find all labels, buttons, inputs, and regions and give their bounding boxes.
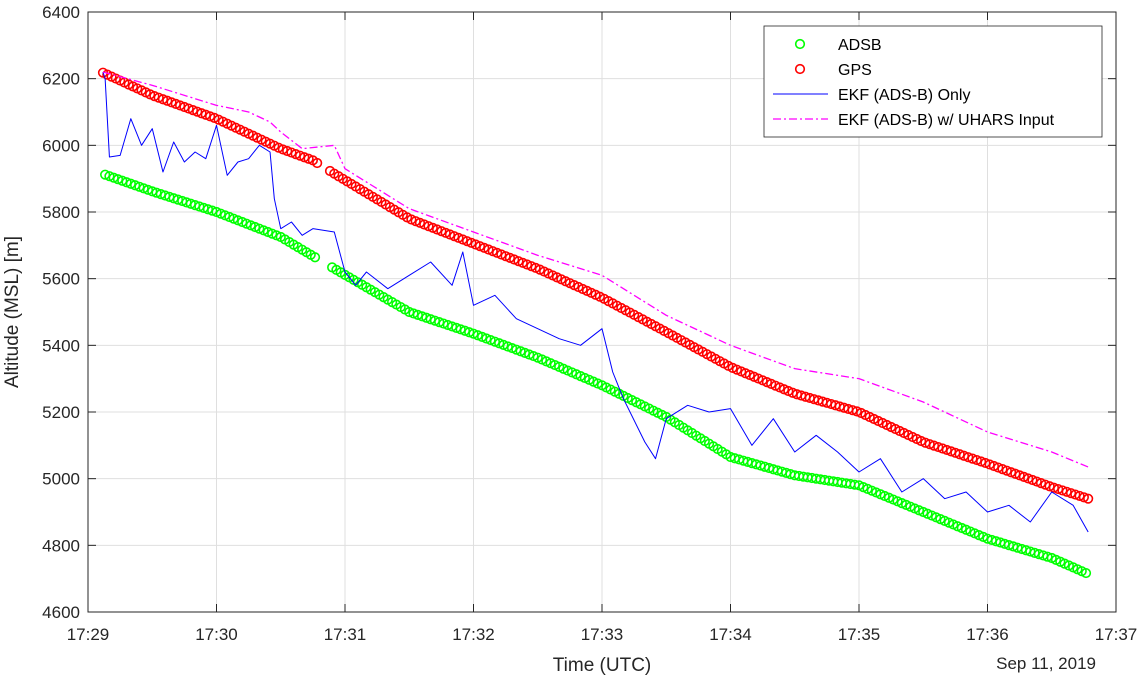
grid — [88, 12, 1116, 612]
data-point — [434, 317, 445, 328]
data-point — [429, 315, 441, 326]
data-point — [971, 454, 982, 466]
x-tick-label: 17:31 — [324, 625, 367, 644]
data-point — [451, 322, 462, 333]
y-tick-label: 6200 — [42, 70, 80, 89]
series-ekf-ads-b-only — [102, 71, 1089, 533]
y-tick-label: 6400 — [42, 3, 80, 22]
data-point — [941, 444, 952, 456]
legend-marker — [794, 38, 806, 50]
legend-entry-gps: GPS — [794, 62, 872, 79]
data-point — [1078, 492, 1089, 503]
data-point — [309, 252, 321, 263]
y-tick-label: 5600 — [42, 270, 80, 289]
legend-label: ADSB — [838, 37, 882, 54]
legend-label: GPS — [838, 62, 872, 79]
data-point — [967, 453, 978, 464]
data-point — [446, 321, 458, 332]
series-line — [102, 71, 1089, 533]
y-tick-label: 5000 — [42, 470, 80, 489]
data-point — [125, 178, 136, 189]
data-point — [928, 440, 940, 451]
series-layer — [97, 67, 1094, 579]
x-tick-label: 17:30 — [195, 625, 238, 644]
y-tick-label: 4800 — [42, 536, 80, 555]
data-point — [924, 439, 935, 450]
series-gps — [97, 67, 1094, 504]
x-tick-label: 17:33 — [581, 625, 624, 644]
legend-entry-ekf-ads-b-only: EKF (ADS-B) Only — [773, 87, 970, 104]
y-axis-label: Altitude (MSL) [m] — [2, 236, 23, 388]
data-point — [134, 181, 145, 192]
legend-label: EKF (ADS-B) w/ UHARS Input — [838, 112, 1055, 129]
date-label: Sep 11, 2019 — [996, 654, 1096, 673]
data-point — [138, 183, 149, 194]
data-point — [937, 443, 948, 454]
legend-entry-adsb: ADSB — [794, 37, 882, 54]
x-tick-label: 17:35 — [838, 625, 881, 644]
data-point — [945, 446, 957, 457]
tick-labels: 17:29 17:30 17:31 17:32 17:33 17:34 17:35 17:36… — [42, 3, 1137, 644]
data-point — [958, 450, 970, 461]
legend: ADSB GPS EKF (ADS-B) Only EKF (ADS-B) w/ UH… — [763, 25, 1103, 138]
x-tick-label: 17:34 — [709, 625, 752, 644]
legend-marker — [794, 63, 806, 75]
data-point — [117, 175, 128, 186]
data-point — [108, 172, 119, 183]
x-tick-label: 17:32 — [452, 625, 495, 644]
data-point — [954, 449, 965, 460]
data-point — [1044, 481, 1055, 492]
series-ekf-ads-b-w-uhars-input — [102, 71, 1089, 468]
legend-entries: ADSB GPS EKF (ADS-B) Only EKF (ADS-B) w/ UH… — [773, 37, 1055, 129]
data-point — [412, 309, 423, 320]
data-point — [404, 306, 415, 318]
data-point — [425, 314, 436, 325]
x-tick-label: 17:37 — [1095, 625, 1138, 644]
data-point — [421, 312, 432, 323]
y-tick-label: 5800 — [42, 203, 80, 222]
x-tick-label: 17:29 — [67, 625, 110, 644]
data-point — [130, 180, 141, 191]
ticks — [87, 11, 1117, 613]
data-point — [1083, 493, 1094, 504]
data-point — [455, 324, 466, 335]
x-axis-label: Time (UTC) — [553, 655, 652, 676]
data-point — [438, 318, 449, 329]
data-point — [933, 441, 944, 453]
data-point — [408, 308, 419, 319]
data-point — [847, 405, 858, 416]
data-point — [1042, 551, 1053, 562]
legend-entry-ekf-ads-b-w-uhars-input: EKF (ADS-B) w/ UHARS Input — [773, 112, 1055, 129]
data-point — [1080, 567, 1092, 579]
data-point — [104, 171, 115, 182]
data-point — [121, 177, 132, 188]
y-tick-label: 5200 — [42, 403, 80, 422]
y-tick-label: 4600 — [42, 603, 80, 622]
y-tick-label: 5400 — [42, 336, 80, 355]
data-point — [312, 157, 323, 169]
series-line — [102, 71, 1089, 468]
y-tick-label: 6000 — [42, 136, 80, 155]
data-point — [963, 452, 974, 463]
data-point — [950, 447, 961, 458]
data-point — [112, 174, 124, 185]
data-point — [464, 327, 475, 338]
data-point — [207, 205, 218, 216]
data-point — [920, 437, 931, 448]
legend-label: EKF (ADS-B) Only — [838, 87, 970, 104]
data-point — [442, 319, 453, 331]
data-point — [100, 169, 111, 180]
series-adsb — [100, 169, 1092, 579]
data-point — [417, 311, 428, 322]
x-tick-label: 17:36 — [966, 625, 1009, 644]
data-point — [975, 456, 987, 467]
data-point — [459, 325, 471, 336]
legend-box — [763, 25, 1103, 138]
data-point — [980, 457, 991, 469]
data-point — [142, 184, 154, 195]
